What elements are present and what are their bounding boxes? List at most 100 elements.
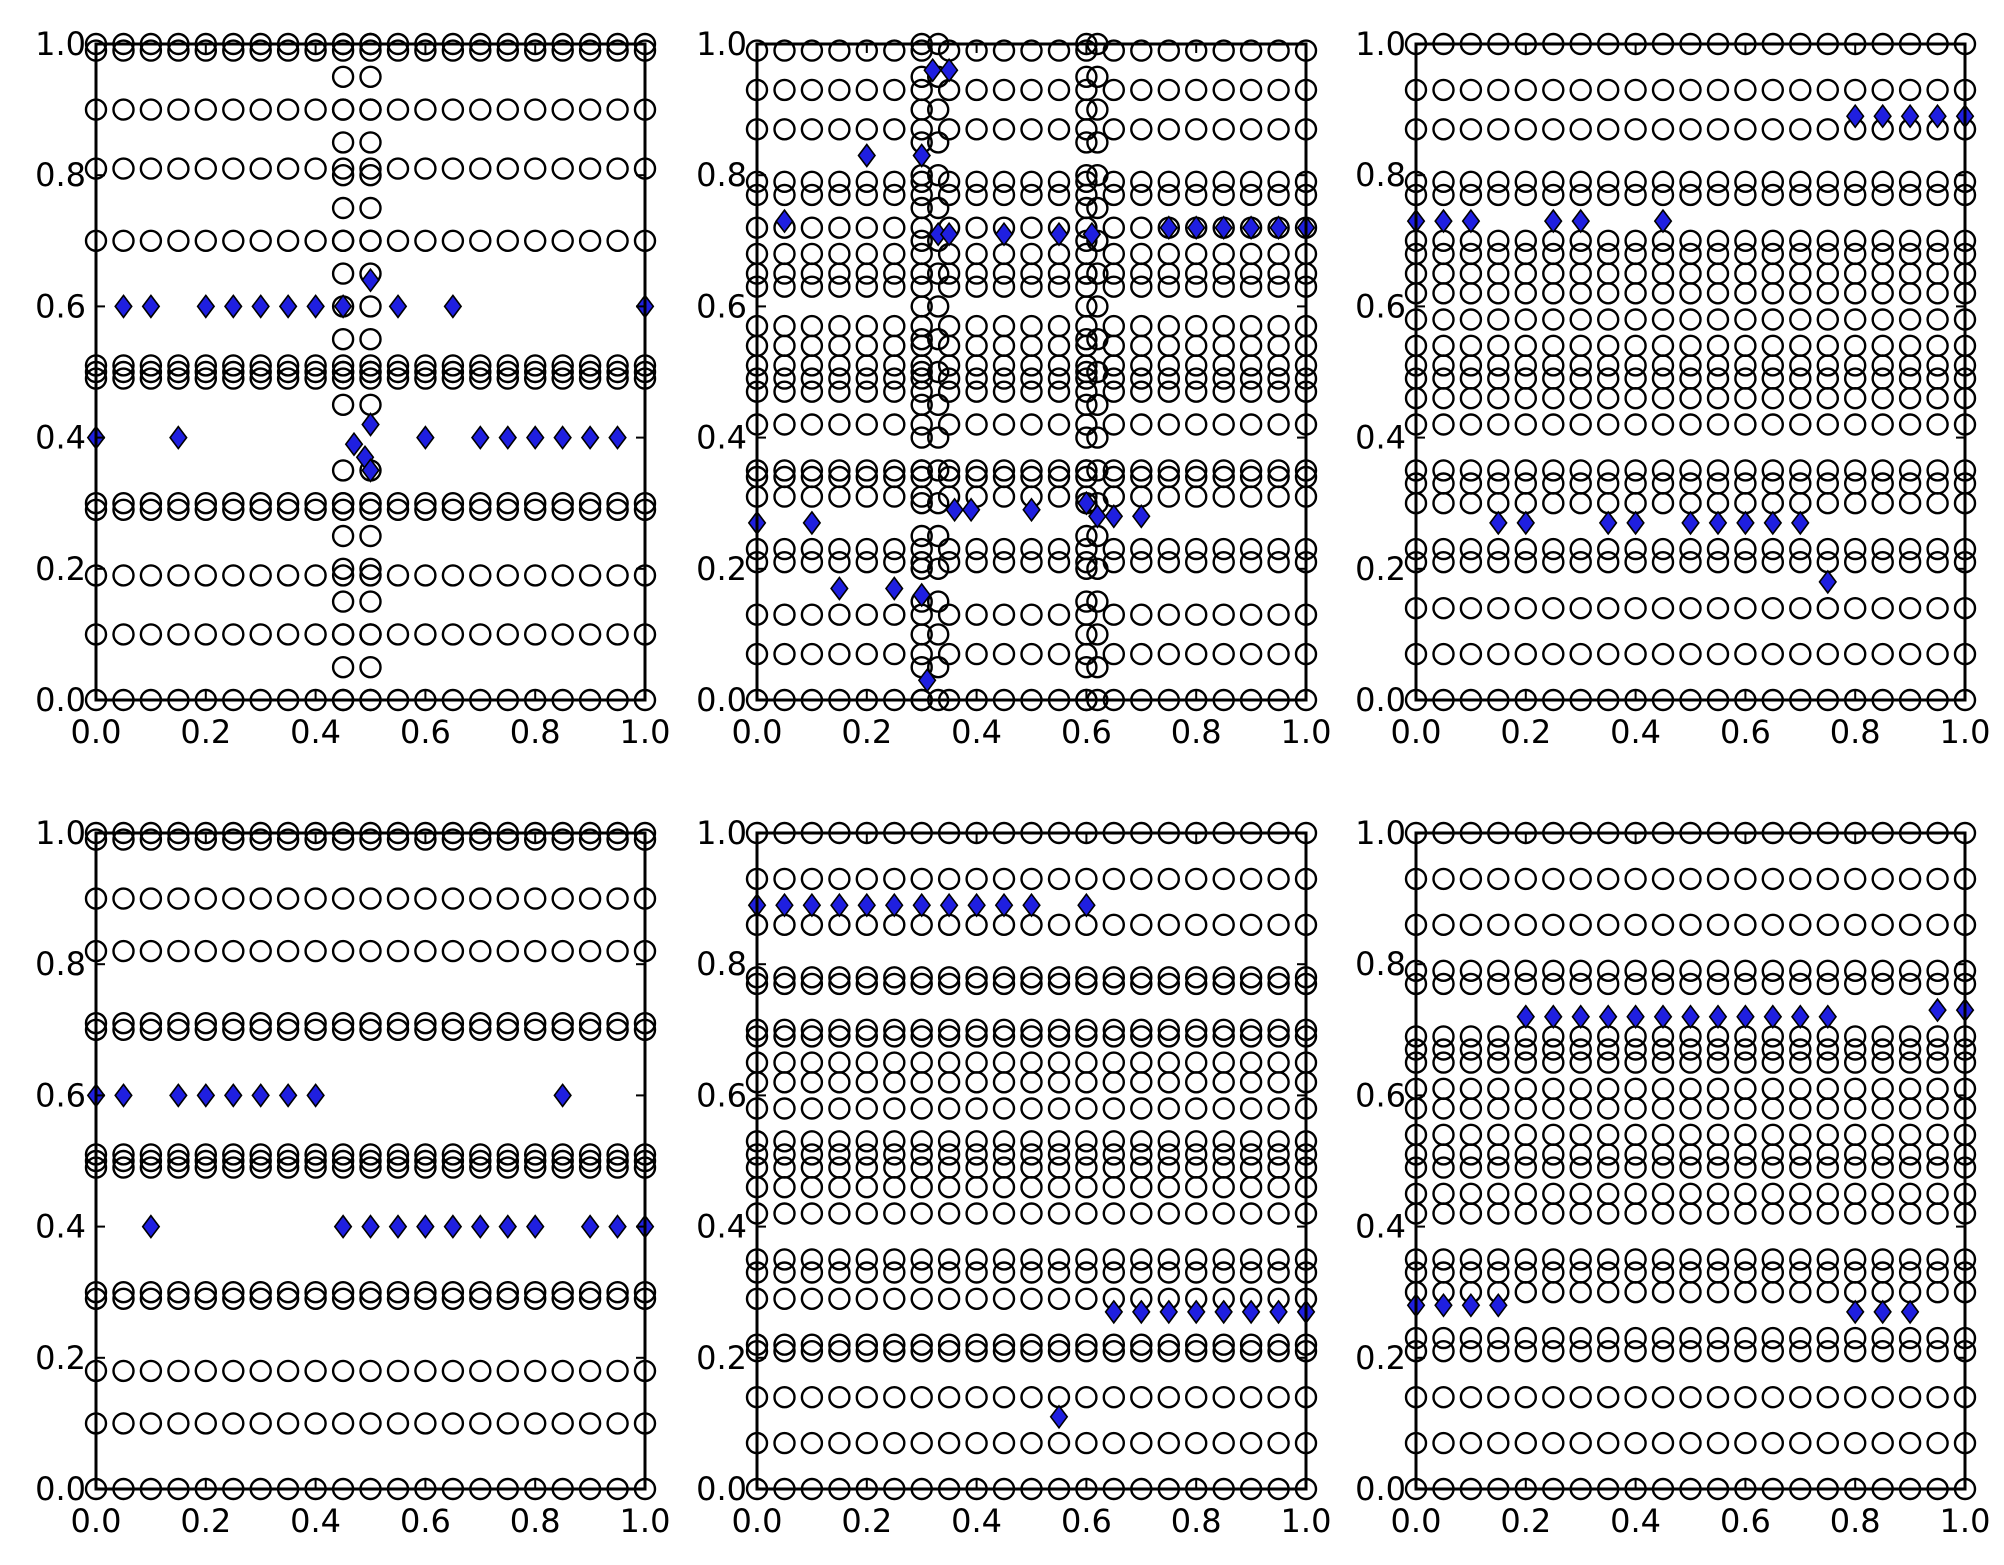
circle-point bbox=[1734, 334, 1757, 357]
diamond-point bbox=[1653, 1004, 1673, 1030]
circle-point bbox=[937, 183, 961, 207]
circle-point bbox=[855, 170, 878, 194]
circle-point bbox=[1184, 1097, 1208, 1120]
circle-point bbox=[1157, 537, 1181, 561]
x-tick-label: 0.2 bbox=[1500, 1502, 1551, 1540]
circle-point bbox=[1487, 1156, 1510, 1179]
circle-point bbox=[1184, 314, 1208, 338]
circle-point bbox=[1432, 867, 1455, 891]
circle-point bbox=[1789, 78, 1812, 102]
circle-point bbox=[1047, 1333, 1071, 1356]
circle-point bbox=[1651, 1038, 1675, 1061]
circle-point bbox=[606, 1280, 629, 1304]
circle-point bbox=[1157, 603, 1181, 626]
circle-point bbox=[1267, 1097, 1290, 1120]
circle-point bbox=[800, 380, 824, 403]
circle-point bbox=[112, 1412, 135, 1435]
circle-point bbox=[1157, 1261, 1181, 1284]
circle-point bbox=[386, 1287, 410, 1311]
circle-point bbox=[773, 183, 796, 207]
circle-point bbox=[1459, 1261, 1483, 1284]
circle-point bbox=[927, 328, 950, 351]
diamond-point bbox=[1434, 1292, 1453, 1318]
circle-point bbox=[773, 413, 796, 436]
circle-point bbox=[1761, 1123, 1785, 1147]
circle-point bbox=[1130, 314, 1153, 338]
circle-point bbox=[1569, 242, 1592, 266]
circle-point bbox=[304, 939, 327, 963]
circle-point bbox=[1432, 78, 1455, 102]
circle-point bbox=[855, 1130, 878, 1153]
x-tick-label: 0.4 bbox=[951, 713, 1002, 751]
circle-point bbox=[773, 170, 796, 194]
circle-point bbox=[773, 1287, 796, 1311]
circle-point bbox=[773, 867, 796, 891]
circle-point bbox=[1542, 459, 1565, 482]
circle-point bbox=[883, 1051, 906, 1074]
diamond-point bbox=[1104, 1299, 1124, 1325]
circle-point bbox=[524, 360, 547, 384]
diamond-point bbox=[526, 1214, 545, 1239]
circle-point bbox=[331, 557, 355, 580]
circle-point bbox=[331, 564, 355, 587]
circle-point bbox=[1926, 972, 1949, 996]
circle-point bbox=[1487, 1077, 1510, 1101]
circle-point bbox=[1679, 1038, 1702, 1061]
circle-point bbox=[249, 157, 272, 180]
circle-point bbox=[1761, 1248, 1785, 1271]
circle-point bbox=[331, 1149, 355, 1173]
diamond-point bbox=[1131, 503, 1151, 529]
circle-point bbox=[800, 465, 824, 489]
circle-point bbox=[112, 1012, 135, 1035]
circle-point bbox=[578, 229, 602, 253]
circle-point bbox=[304, 887, 327, 910]
circle-point bbox=[1184, 551, 1208, 574]
circle-point bbox=[937, 1202, 961, 1225]
circle-point bbox=[773, 551, 796, 574]
circle-point bbox=[910, 1130, 933, 1153]
circle-point bbox=[1432, 959, 1455, 982]
circle-point bbox=[469, 828, 492, 851]
circle-point bbox=[524, 39, 547, 62]
diamond-point bbox=[857, 892, 876, 918]
circle-point bbox=[1459, 183, 1483, 207]
circle-point bbox=[800, 216, 824, 239]
circle-point bbox=[937, 1143, 961, 1166]
circle-point bbox=[883, 413, 906, 436]
circle-point bbox=[1157, 1130, 1181, 1153]
circle-point bbox=[1047, 1130, 1071, 1153]
circle-point bbox=[937, 314, 961, 338]
diamond-point bbox=[1818, 569, 1837, 595]
circle-point bbox=[1926, 1156, 1949, 1179]
circle-point bbox=[1267, 275, 1290, 298]
circle-point bbox=[1047, 275, 1071, 298]
circle-point bbox=[304, 492, 327, 515]
circle-point bbox=[1843, 959, 1867, 982]
circle-point bbox=[1047, 1018, 1071, 1042]
circle-point bbox=[276, 1143, 300, 1166]
circle-point bbox=[1624, 1051, 1647, 1074]
circle-point bbox=[1047, 1097, 1071, 1120]
circle-point bbox=[1706, 1326, 1730, 1350]
circle-point bbox=[883, 537, 906, 561]
circle-point bbox=[1679, 972, 1702, 996]
circle-point bbox=[1459, 537, 1483, 561]
x-tick-label: 1.0 bbox=[1281, 713, 1332, 751]
circle-point bbox=[1514, 1261, 1538, 1284]
circle-point bbox=[359, 623, 382, 646]
circle-point bbox=[276, 39, 300, 62]
circle-point bbox=[1514, 472, 1538, 495]
circle-point bbox=[414, 1412, 437, 1435]
circle-point bbox=[773, 275, 796, 298]
circle-point bbox=[800, 1156, 824, 1179]
circle-point bbox=[1679, 597, 1702, 620]
circle-point bbox=[1212, 551, 1235, 574]
circle-point bbox=[1898, 1156, 1922, 1179]
circle-point bbox=[469, 39, 492, 62]
circle-point bbox=[331, 1280, 355, 1304]
diamond-point bbox=[1790, 510, 1810, 536]
circle-point bbox=[276, 492, 300, 515]
circle-point bbox=[828, 1156, 851, 1179]
diamond-point bbox=[470, 1214, 490, 1239]
circle-point bbox=[855, 1287, 878, 1311]
